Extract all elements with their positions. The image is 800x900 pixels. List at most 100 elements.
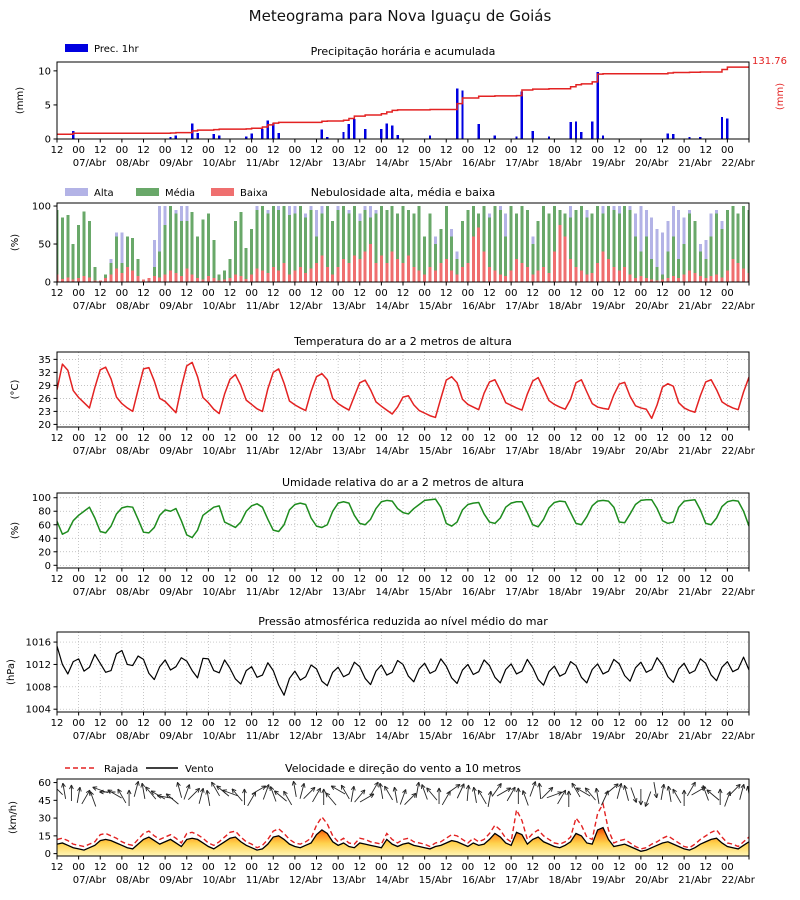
legend-label-vento: Vento (185, 764, 214, 775)
cloud-series-baixa (57, 225, 749, 282)
hour-tick-label: 12 (656, 718, 669, 729)
hour-tick-label: 00 (159, 574, 172, 585)
hour-tick-label: 12 (526, 433, 539, 444)
y-tick-label: 5 (45, 100, 51, 111)
hour-tick-label: 00 (462, 718, 475, 729)
date-tick-label: 19/Abr (592, 875, 626, 886)
hour-tick-label: 12 (224, 433, 237, 444)
date-tick-label: 12/Abr (289, 731, 323, 742)
pressure-grid (56, 632, 750, 712)
temperature-title: Temperatura do ar a 2 metros de altura (293, 335, 512, 348)
precip-bar (212, 134, 215, 139)
legend-label-alta: Alta (94, 188, 114, 199)
precip-bar (688, 136, 691, 139)
hour-tick-label: 12 (397, 862, 410, 873)
date-tick-label: 13/Abr (332, 301, 366, 312)
hour-tick-label: 12 (51, 288, 64, 299)
hour-tick-label: 12 (310, 574, 323, 585)
hour-tick-label: 12 (570, 574, 583, 585)
date-tick-label: 21/Abr (678, 158, 712, 169)
hour-tick-label: 12 (94, 574, 107, 585)
hour-tick-label: 12 (613, 574, 626, 585)
hour-tick-label: 00 (721, 288, 734, 299)
hour-tick-label: 00 (548, 288, 561, 299)
hour-tick-label: 00 (202, 862, 215, 873)
date-tick-label: 13/Abr (332, 587, 366, 598)
date-tick-label: 17/Abr (505, 875, 539, 886)
hour-tick-label: 00 (635, 145, 648, 156)
hour-tick-label: 00 (678, 433, 691, 444)
date-tick-label: 15/Abr (419, 587, 453, 598)
date-tick-label: 17/Abr (505, 158, 539, 169)
hour-tick-label: 12 (440, 718, 453, 729)
hour-tick-label: 00 (678, 718, 691, 729)
hour-tick-label: 00 (116, 574, 129, 585)
precip-bar (396, 134, 399, 139)
panel-temperature: 20 23 26 29 32 35 12 00 12 00 12 00 12 00 12 00 12 00 12 00… (10, 335, 756, 457)
y-tick-label: 23 (38, 407, 51, 418)
hour-tick-label: 12 (353, 433, 366, 444)
date-tick-label: 20/Abr (635, 587, 669, 598)
legend-label-média: Média (165, 187, 195, 199)
y-tick-label: 10 (38, 66, 51, 77)
hour-tick-label: 00 (418, 288, 431, 299)
hour-tick-label: 12 (656, 433, 669, 444)
hour-tick-label: 12 (94, 145, 107, 156)
date-tick-label: 10/Abr (202, 587, 236, 598)
date-tick-label: 14/Abr (375, 875, 409, 886)
precip-bar (726, 118, 729, 139)
temperature-grid (56, 352, 750, 427)
hour-tick-label: 00 (289, 574, 302, 585)
wind-title: Velocidade e direção do vento a 10 metro… (285, 762, 521, 775)
date-tick-label: 21/Abr (678, 731, 712, 742)
precip-bar (574, 121, 578, 139)
hour-tick-label: 00 (548, 718, 561, 729)
hour-tick-label: 00 (245, 718, 258, 729)
date-tick-label: 09/Abr (159, 587, 193, 598)
hour-tick-label: 00 (591, 718, 604, 729)
hour-tick-label: 12 (613, 718, 626, 729)
hour-tick-label: 12 (137, 145, 150, 156)
date-tick-label: 07/Abr (73, 875, 107, 886)
hour-tick-label: 00 (548, 433, 561, 444)
precip-bar (515, 136, 518, 139)
hour-tick-label: 12 (570, 718, 583, 729)
precip-bar (353, 119, 356, 139)
hour-tick-label: 00 (721, 433, 734, 444)
hour-tick-label: 12 (267, 145, 280, 156)
precip-bar (547, 136, 551, 139)
panel-wind: 0 15 30 45 60 12 00 12 00 12 00 12 00 12 00 12 00 12 00 12 0… (8, 762, 756, 886)
date-tick-label: 13/Abr (332, 875, 366, 886)
humidity-title: Umidade relativa do ar a 2 metros de alt… (282, 476, 524, 489)
precip-bar (277, 132, 280, 139)
hour-tick-label: 00 (159, 433, 172, 444)
hour-tick-label: 00 (678, 574, 691, 585)
date-tick-label: 21/Abr (678, 446, 712, 457)
date-tick-label: 11/Abr (246, 446, 280, 457)
date-tick-label: 12/Abr (289, 446, 323, 457)
y-tick-label: 50 (38, 240, 51, 251)
date-tick-label: 20/Abr (635, 731, 669, 742)
date-tick-label: 11/Abr (246, 301, 280, 312)
pressure-ylabel: (hPa) (6, 659, 17, 685)
hour-tick-label: 12 (656, 574, 669, 585)
date-tick-label: 08/Abr (116, 158, 150, 169)
precip-bar (320, 129, 324, 139)
hour-tick-label: 00 (159, 288, 172, 299)
hour-tick-label: 12 (51, 145, 64, 156)
date-tick-label: 16/Abr (462, 731, 496, 742)
hour-tick-label: 12 (94, 718, 107, 729)
date-tick-label: 09/Abr (159, 875, 193, 886)
hour-tick-label: 12 (353, 862, 366, 873)
hour-tick-label: 12 (483, 862, 496, 873)
date-tick-label: 21/Abr (678, 875, 712, 886)
hour-tick-label: 00 (332, 145, 345, 156)
precip-bar (455, 88, 459, 139)
hour-tick-label: 12 (483, 288, 496, 299)
date-tick-label: 12/Abr (289, 301, 323, 312)
precipitation-legend: Prec. 1hr (65, 44, 139, 55)
hour-tick-label: 00 (202, 288, 215, 299)
date-tick-label: 22/Abr (721, 301, 755, 312)
date-tick-label: 22/Abr (721, 587, 755, 598)
hour-tick-label: 12 (699, 862, 712, 873)
